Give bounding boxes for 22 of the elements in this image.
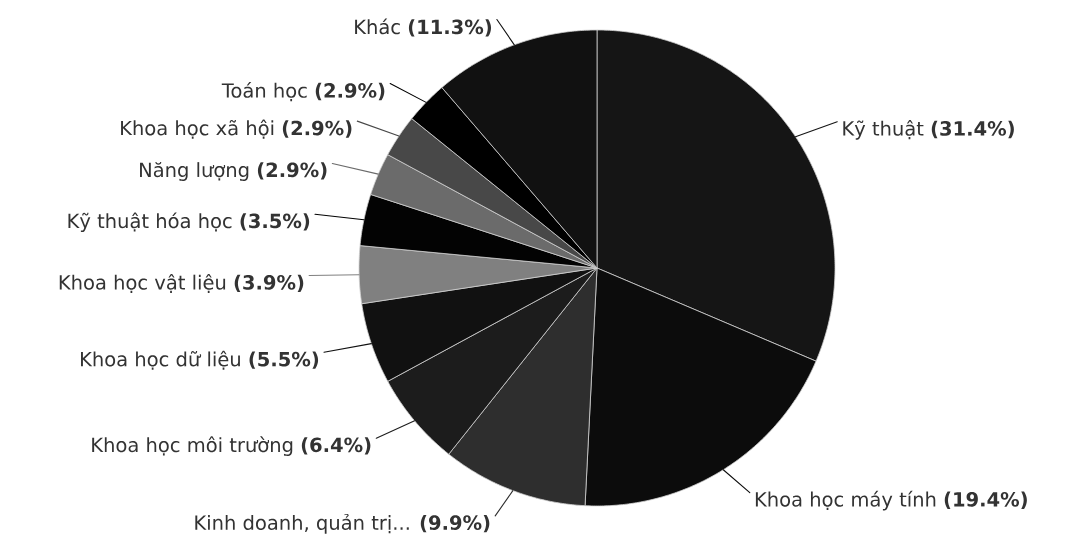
slice-label: Kinh doanh, quản trị... bbox=[195, 513, 409, 534]
slice-label: Toán học bbox=[221, 82, 307, 102]
data-label: (5.5%) bbox=[249, 351, 319, 369]
data-label: (6.4%) bbox=[301, 437, 371, 455]
data-label: (19.4%) bbox=[944, 491, 1027, 509]
data-label: (11.3%) bbox=[408, 19, 492, 37]
slice-label: Khoa học xã hội bbox=[121, 119, 274, 139]
slice-label: Kỹ thuật hóa học bbox=[68, 212, 232, 233]
slice-label: Khoa học dữ liệu bbox=[81, 350, 240, 370]
data-label: (2.9%) bbox=[257, 162, 327, 180]
data-label: (3.5%) bbox=[240, 213, 310, 231]
data-label: (9.9%) bbox=[420, 514, 490, 533]
slice-label: Khoa học máy tính bbox=[755, 490, 936, 511]
slice-label: Khác bbox=[355, 18, 400, 35]
slice-label: Khoa học vật liệu bbox=[59, 273, 226, 294]
slice-label: Kỹ thuật bbox=[843, 119, 924, 140]
slice-label: Khoa học môi trường bbox=[92, 436, 293, 457]
data-label: (31.4%) bbox=[931, 120, 1014, 139]
slice-label: Năng lượng bbox=[140, 162, 249, 181]
data-label: (2.9%) bbox=[315, 82, 385, 101]
data-label: (2.9%) bbox=[282, 120, 352, 138]
data-label: (3.9%) bbox=[234, 274, 304, 293]
